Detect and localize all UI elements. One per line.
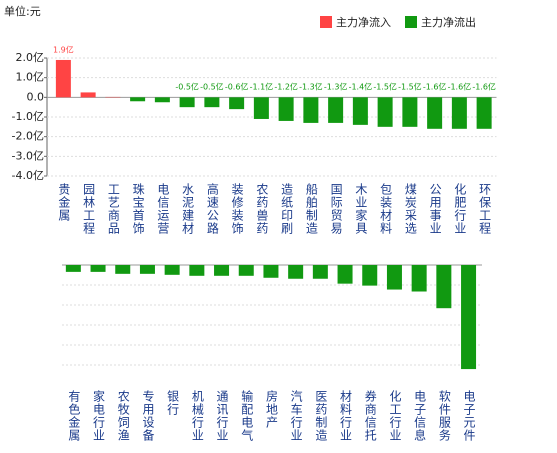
value-label: -0.6亿 [225, 82, 249, 92]
value-label: -1.2亿 [274, 82, 298, 92]
bar [229, 97, 245, 110]
bar [164, 265, 180, 275]
y-tick-label: 2.0亿 [16, 51, 45, 64]
bar [80, 92, 96, 98]
value-label: -1.1亿 [250, 82, 274, 92]
y-tick-label: -2.0亿 [12, 130, 44, 143]
bar [154, 97, 170, 103]
x-tick-label: 包装材料 [379, 183, 393, 235]
x-tick-label: 通讯行业 [215, 390, 229, 442]
y-tick-label: -4.0亿 [12, 169, 44, 182]
x-tick-label: 电信运营 [156, 183, 170, 235]
x-tick-label: 农药兽药 [255, 183, 269, 235]
x-tick-label: 软件服务 [437, 390, 451, 442]
bottom-grid [62, 284, 482, 366]
bar [436, 265, 452, 309]
bar [362, 265, 378, 286]
bar [204, 97, 220, 108]
value-label: -1.6亿 [472, 82, 496, 92]
x-tick-label: 园林工程 [82, 183, 96, 235]
x-tick-label: 煤炭采选 [403, 183, 417, 235]
value-label: -0.5亿 [200, 82, 224, 92]
x-tick-label: 高速公路 [205, 182, 219, 235]
bar [461, 265, 477, 370]
legend-swatch [405, 16, 417, 28]
x-tick-label: 贵金属 [57, 183, 71, 222]
x-tick-label: 输配电气 [240, 389, 254, 442]
bar [65, 265, 81, 272]
bar [352, 97, 368, 125]
x-tick-label: 国际贸易 [329, 183, 343, 235]
x-tick-label: 电子信息 [413, 390, 427, 442]
x-tick-label: 券商信托 [363, 389, 377, 442]
bar [263, 265, 279, 278]
value-label: -1.6亿 [448, 82, 472, 92]
bar [427, 97, 443, 129]
x-tick-label: 医药制造 [314, 390, 328, 442]
x-tick-label: 专用设备 [141, 389, 155, 442]
x-tick-label: 船舶制造 [304, 183, 318, 235]
legend-label: 主力净流出 [421, 15, 476, 29]
x-tick-label: 材料行业 [339, 390, 353, 442]
value-label: -0.5亿 [175, 82, 199, 92]
x-tick-label: 造纸印刷 [280, 183, 294, 235]
x-tick-label: 汽车行业 [289, 389, 303, 442]
x-tick-label: 环保工程 [478, 183, 492, 235]
legend-swatch [320, 16, 332, 28]
bar [312, 265, 328, 279]
bar [411, 265, 427, 292]
value-label: -1.3亿 [324, 82, 348, 92]
bar [179, 97, 195, 108]
x-tick-label: 有色金属 [67, 390, 81, 442]
y-tick-label: -1.0亿 [12, 110, 44, 123]
bar [115, 265, 131, 274]
bar [253, 97, 269, 119]
y-tick-label: 1.0亿 [16, 71, 45, 84]
value-label: -1.5亿 [373, 82, 397, 92]
unit-label: 单位:元 [4, 4, 41, 18]
x-tick-label: 公用事业 [428, 183, 442, 235]
x-tick-label: 房地产 [264, 389, 278, 429]
bar [130, 97, 146, 102]
value-label: -1.6亿 [423, 82, 447, 92]
bar [288, 265, 304, 279]
x-tick-label: 工艺商品 [106, 183, 120, 235]
y-tick-label: -3.0亿 [12, 149, 44, 162]
bar [214, 265, 230, 276]
x-tick-label: 电子元件 [462, 390, 476, 442]
bar [139, 265, 155, 274]
value-label: -1.3亿 [299, 82, 323, 92]
bar [402, 97, 418, 127]
bar [90, 265, 106, 272]
bar [476, 97, 492, 129]
value-label: 1.9亿 [53, 44, 74, 54]
bar [386, 265, 402, 290]
bar [377, 97, 393, 127]
value-label: -1.5亿 [398, 82, 422, 92]
x-tick-label: 水泥建材 [181, 183, 195, 235]
bar [337, 265, 353, 284]
y-tick-label: 0.0 [27, 90, 45, 103]
bar [303, 97, 319, 123]
x-tick-label: 化肥行业 [453, 183, 467, 235]
legend-label: 主力净流入 [336, 15, 391, 29]
bar [238, 265, 254, 276]
bar [451, 97, 467, 129]
value-label: -1.4亿 [349, 82, 373, 92]
bar [328, 97, 344, 123]
x-tick-label: 木业家具 [354, 183, 368, 235]
bar [278, 97, 294, 121]
x-tick-label: 机械行业 [190, 390, 204, 442]
x-tick-label: 装修装饰 [230, 183, 244, 235]
bar [55, 59, 71, 98]
bar [189, 265, 205, 276]
x-tick-label: 家电行业 [92, 389, 106, 442]
x-tick-label: 农牧饲渔 [116, 390, 130, 442]
x-tick-label: 珠宝首饰 [131, 183, 145, 235]
x-tick-label: 化工行业 [388, 390, 402, 442]
x-tick-label: 银行 [166, 390, 180, 416]
